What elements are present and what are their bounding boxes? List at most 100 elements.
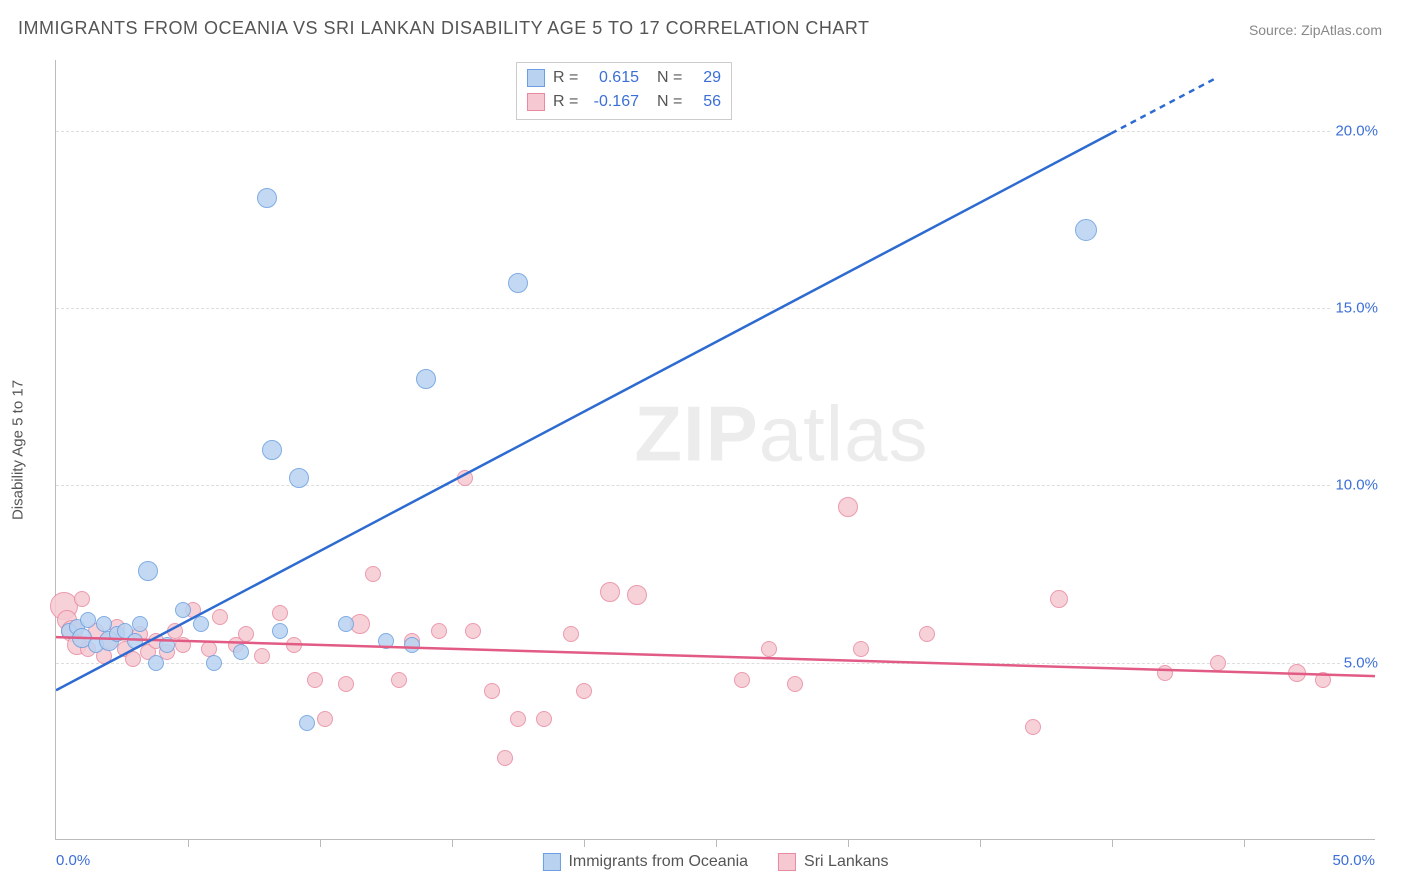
pink-point [125, 651, 141, 667]
watermark-rest: atlas [759, 389, 929, 477]
x-tick [188, 839, 189, 847]
pink-point [563, 626, 579, 642]
x-tick [980, 839, 981, 847]
pink-point [497, 750, 513, 766]
blue-point [148, 655, 164, 671]
blue-point [159, 637, 175, 653]
x-tick [584, 839, 585, 847]
legend-item-blue: Immigrants from Oceania [542, 853, 748, 871]
pink-point [286, 637, 302, 653]
blue-point [378, 633, 394, 649]
pink-point [272, 605, 288, 621]
x-axis-max-label: 50.0% [1332, 852, 1375, 869]
pink-point [600, 582, 620, 602]
y-tick-label: 10.0% [1331, 477, 1378, 494]
blue-point [508, 273, 528, 293]
blue-point [206, 655, 222, 671]
chart-title: IMMIGRANTS FROM OCEANIA VS SRI LANKAN DI… [18, 18, 870, 39]
plot-area: Disability Age 5 to 17 ZIPatlas 5.0%10.0… [55, 60, 1375, 840]
pink-point [1157, 665, 1173, 681]
swatch-blue [527, 69, 545, 87]
blue-point [262, 440, 282, 460]
pink-point [1315, 672, 1331, 688]
blue-point [175, 602, 191, 618]
gridline [56, 131, 1375, 132]
pink-point [734, 672, 750, 688]
swatch-pink [527, 93, 545, 111]
y-tick-label: 15.0% [1331, 300, 1378, 317]
gridline [56, 663, 1375, 664]
n-value-blue: 29 [693, 69, 721, 87]
pink-point [238, 626, 254, 642]
source-prefix: Source: [1249, 22, 1301, 38]
pink-point [254, 648, 270, 664]
trend-lines-svg [56, 60, 1375, 839]
source-attribution: Source: ZipAtlas.com [1249, 22, 1382, 38]
blue-point [1075, 219, 1097, 241]
pink-point [919, 626, 935, 642]
pink-point [307, 672, 323, 688]
blue-point [404, 637, 420, 653]
pink-point [838, 497, 858, 517]
blue-point [416, 369, 436, 389]
r-label: R = [553, 69, 581, 87]
blue-point [138, 561, 158, 581]
pink-point [787, 676, 803, 692]
stats-row-blue: R = 0.615 N = 29 [527, 66, 721, 90]
pink-point [853, 641, 869, 657]
r-value-pink: -0.167 [589, 93, 639, 111]
n-label: N = [657, 93, 685, 111]
blue-point [132, 616, 148, 632]
gridline [56, 308, 1375, 309]
trend-line [1111, 78, 1217, 134]
x-tick [848, 839, 849, 847]
legend-item-pink: Sri Lankans [778, 853, 889, 871]
pink-point [457, 470, 473, 486]
pink-point [484, 683, 500, 699]
y-axis-title: Disability Age 5 to 17 [10, 379, 27, 519]
gridline [56, 485, 1375, 486]
x-tick [716, 839, 717, 847]
pink-point [338, 676, 354, 692]
blue-point [289, 468, 309, 488]
pink-point [74, 591, 90, 607]
pink-point [1025, 719, 1041, 735]
pink-point [212, 609, 228, 625]
pink-point [1288, 664, 1306, 682]
blue-point [127, 633, 143, 649]
x-tick [1244, 839, 1245, 847]
x-axis-min-label: 0.0% [56, 852, 90, 869]
pink-point [761, 641, 777, 657]
y-tick-label: 20.0% [1331, 122, 1378, 139]
blue-point [193, 616, 209, 632]
trend-line [56, 133, 1111, 690]
n-label: N = [657, 69, 685, 87]
r-label: R = [553, 93, 581, 111]
legend-label-pink: Sri Lankans [804, 853, 889, 871]
pink-point [465, 623, 481, 639]
swatch-blue [542, 853, 560, 871]
pink-point [627, 585, 647, 605]
blue-point [233, 644, 249, 660]
pink-point [1050, 590, 1068, 608]
blue-point [338, 616, 354, 632]
pink-point [431, 623, 447, 639]
bottom-legend: Immigrants from Oceania Sri Lankans [542, 853, 888, 871]
pink-point [391, 672, 407, 688]
pink-point [175, 637, 191, 653]
stats-box: R = 0.615 N = 29 R = -0.167 N = 56 [516, 62, 732, 120]
stats-row-pink: R = -0.167 N = 56 [527, 90, 721, 114]
y-tick-label: 5.0% [1340, 654, 1378, 671]
pink-point [1210, 655, 1226, 671]
x-tick [452, 839, 453, 847]
r-value-blue: 0.615 [589, 69, 639, 87]
pink-point [510, 711, 526, 727]
x-tick [320, 839, 321, 847]
watermark-bold: ZIP [634, 389, 758, 477]
source-name: ZipAtlas.com [1301, 22, 1382, 38]
blue-point [272, 623, 288, 639]
n-value-pink: 56 [693, 93, 721, 111]
legend-label-blue: Immigrants from Oceania [568, 853, 748, 871]
blue-point [257, 188, 277, 208]
pink-point [317, 711, 333, 727]
